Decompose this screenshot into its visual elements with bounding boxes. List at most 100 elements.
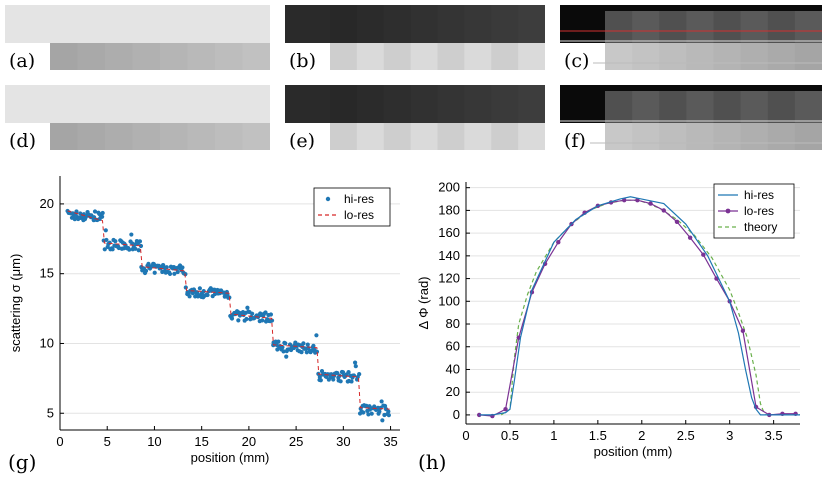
x-tick-label: 30 bbox=[336, 434, 350, 449]
tile-step bbox=[713, 43, 742, 70]
data-point-lo-res bbox=[648, 201, 653, 206]
data-point-hi-res bbox=[110, 247, 115, 252]
y-tick-label: 180 bbox=[438, 202, 460, 217]
data-point-hi-res bbox=[318, 378, 323, 383]
data-point-hi-res bbox=[152, 270, 157, 275]
chart-h: 0 0.5 1 1.5 2 2.5 3 3.5 0 20 40 60 80 100 120 140 160 180… bbox=[416, 180, 800, 459]
tile-step bbox=[437, 43, 466, 70]
data-point-hi-res bbox=[379, 399, 384, 404]
data-point-hi-res bbox=[143, 268, 149, 273]
tile-step bbox=[187, 43, 216, 70]
tile-step-upper bbox=[767, 11, 796, 43]
legend-label: hi-res bbox=[744, 188, 774, 202]
data-point-hi-res bbox=[319, 369, 325, 374]
x-tick-label: 15 bbox=[194, 434, 208, 449]
tile-step bbox=[605, 43, 634, 70]
tile-step bbox=[659, 43, 688, 70]
image-b bbox=[285, 5, 545, 72]
data-point-hi-res bbox=[103, 228, 108, 233]
panel-label-g: (g) bbox=[8, 450, 37, 474]
data-point-lo-res bbox=[674, 219, 680, 224]
tile-step bbox=[518, 123, 545, 150]
tile-step-upper bbox=[605, 11, 634, 43]
data-point-hi-res bbox=[100, 214, 105, 219]
tile-step bbox=[491, 43, 520, 70]
data-point-hi-res bbox=[352, 360, 358, 365]
tile-step-upper bbox=[794, 11, 822, 43]
tile-step-upper bbox=[464, 5, 493, 43]
y-tick-label: 200 bbox=[438, 180, 460, 195]
tile-step-upper bbox=[659, 11, 688, 43]
legend-marker bbox=[725, 208, 731, 214]
x-tick-label: 2.5 bbox=[677, 428, 695, 443]
tile-step bbox=[187, 123, 216, 150]
data-point-lo-res bbox=[476, 412, 482, 418]
legend-label: theory bbox=[744, 220, 777, 234]
data-point-hi-res bbox=[301, 341, 306, 346]
data-point-hi-res bbox=[260, 318, 265, 323]
x-tick-label: 3 bbox=[726, 428, 733, 443]
data-point-hi-res bbox=[299, 350, 304, 355]
data-point-hi-res bbox=[187, 294, 192, 299]
panel-label-f: (f) bbox=[560, 129, 590, 152]
data-point-hi-res bbox=[92, 209, 98, 214]
tile-step-upper bbox=[410, 85, 439, 123]
x-tick-label: 0.5 bbox=[501, 428, 519, 443]
tile-step bbox=[713, 123, 742, 150]
data-point-hi-res bbox=[74, 209, 79, 214]
y-tick-label: 160 bbox=[438, 225, 460, 240]
tile-step-upper bbox=[518, 85, 545, 123]
data-point-lo-res bbox=[661, 208, 666, 213]
y-axis-label: Δ Φ (rad) bbox=[416, 276, 431, 329]
tile-step bbox=[215, 123, 244, 150]
x-tick-label: 5 bbox=[104, 434, 111, 449]
data-point-hi-res bbox=[245, 305, 250, 310]
data-point-hi-res bbox=[107, 240, 112, 245]
tile-step bbox=[330, 43, 358, 70]
image-panel-a: (a) bbox=[5, 5, 270, 72]
tile-step bbox=[605, 123, 634, 150]
data-point-hi-res bbox=[317, 374, 322, 380]
data-point-hi-res bbox=[164, 265, 169, 270]
data-point-hi-res bbox=[377, 409, 382, 414]
legend-marker bbox=[325, 196, 331, 202]
data-point-hi-res bbox=[361, 410, 366, 415]
data-point-lo-res bbox=[635, 197, 640, 203]
data-point-hi-res bbox=[305, 342, 310, 347]
data-point-hi-res bbox=[357, 372, 362, 377]
data-point-hi-res bbox=[172, 271, 177, 276]
data-point-hi-res bbox=[331, 377, 336, 382]
data-point-hi-res bbox=[146, 261, 151, 266]
data-point-lo-res bbox=[556, 240, 561, 245]
x-tick-label: 10 bbox=[147, 434, 161, 449]
tile-step-upper bbox=[356, 85, 385, 123]
image-panel-f: (f) bbox=[560, 85, 822, 152]
tile-step bbox=[356, 123, 385, 150]
y-tick-label: 20 bbox=[40, 196, 54, 211]
image-d bbox=[5, 85, 270, 152]
data-point-hi-res bbox=[250, 311, 255, 316]
tile-step-upper bbox=[686, 91, 715, 123]
data-point-hi-res bbox=[283, 341, 288, 346]
data-point-hi-res bbox=[137, 239, 143, 244]
tile-step bbox=[215, 43, 244, 70]
tile-step bbox=[242, 43, 270, 70]
tile-step-upper bbox=[410, 5, 439, 43]
data-point-hi-res bbox=[113, 239, 118, 244]
tile-step bbox=[632, 123, 661, 150]
y-tick-label: 140 bbox=[438, 248, 460, 263]
image-a bbox=[5, 5, 270, 72]
data-point-hi-res bbox=[386, 409, 391, 414]
tile-step bbox=[491, 123, 520, 150]
tile-step bbox=[160, 123, 189, 150]
tile-step bbox=[330, 123, 358, 150]
legend-label: lo-res bbox=[344, 208, 374, 222]
data-point-hi-res bbox=[244, 316, 249, 322]
tile-step bbox=[518, 43, 545, 70]
tile-step bbox=[632, 43, 661, 70]
tile-step bbox=[767, 123, 796, 150]
data-point-hi-res bbox=[236, 318, 241, 323]
data-point-lo-res bbox=[622, 197, 627, 203]
y-tick-label: 10 bbox=[40, 335, 54, 350]
tile-step-upper bbox=[383, 85, 412, 123]
